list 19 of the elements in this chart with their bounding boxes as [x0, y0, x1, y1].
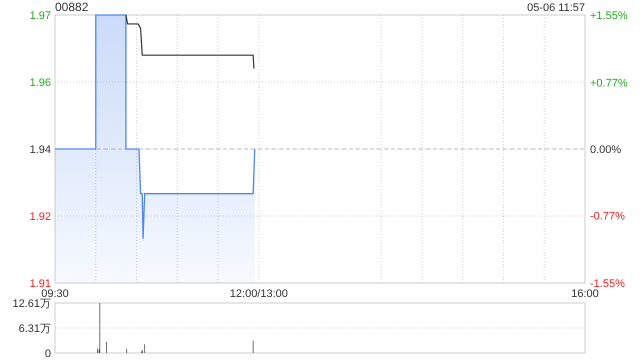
x-tick-label: 12:00/13:00: [230, 288, 288, 300]
y2-tick-label: +0.77%: [590, 77, 628, 90]
y-tick-label: 0: [44, 348, 51, 360]
y-tick-label: 1.94: [30, 144, 51, 156]
y-tick-label: 1.96: [30, 77, 51, 89]
x-tick-label: 09:30: [41, 288, 69, 300]
y2-tick-label: 0.00%: [590, 144, 622, 156]
chart-title: 00882: [55, 0, 89, 14]
y-tick-label: 1.92: [30, 211, 51, 223]
y-tick-label: 1.97: [30, 10, 51, 22]
y2-tick-label: -0.77%: [590, 210, 626, 223]
text: 05-06 11:57: [527, 2, 585, 14]
line-series: [125, 14, 255, 70]
y2-tick-label: +1.55%: [590, 10, 628, 22]
x-tick-label: 16:00: [571, 288, 599, 300]
y2-tick-label: -1.55%: [590, 278, 626, 290]
y-tick-label: 6.31万: [18, 322, 51, 335]
y-tick-label: 1.91: [30, 278, 51, 290]
y-tick-label: 12.61万: [12, 298, 51, 310]
